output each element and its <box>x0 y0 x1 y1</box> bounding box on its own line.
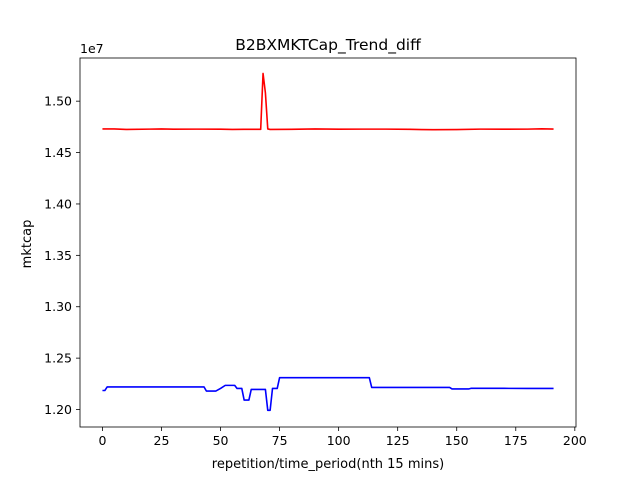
y-axis-label: mktcap <box>20 220 35 269</box>
y-tick-label: 1.40 <box>44 196 72 211</box>
y-tick-label: 1.45 <box>44 145 72 160</box>
y-tick-label: 1.20 <box>44 402 72 417</box>
axes-frame <box>79 57 577 428</box>
y-tick-label: 1.50 <box>44 94 72 109</box>
x-tick-label: 125 <box>386 433 410 448</box>
series-line-1 <box>102 72 554 131</box>
y-offset-label: 1e7 <box>80 41 104 56</box>
series-line-2 <box>102 376 554 412</box>
x-tick-label: 75 <box>272 433 288 448</box>
y-tick-label: 1.25 <box>44 351 72 366</box>
x-tick-label: 0 <box>98 433 106 448</box>
y-tick-label: 1.30 <box>44 299 72 314</box>
x-tick-label: 100 <box>327 433 351 448</box>
x-tick-label: 50 <box>213 433 229 448</box>
plot-area: 0 25 50 75 100 125 150 175 200 1.20 1.25 1.30 1.35 1.… <box>44 57 587 448</box>
x-axis-label: repetition/time_period(nth 15 mins) <box>212 457 444 472</box>
x-tick-label: 200 <box>563 433 587 448</box>
x-tick-label: 25 <box>154 433 170 448</box>
x-tick-label: 150 <box>445 433 469 448</box>
y-tick-label: 1.35 <box>44 248 72 263</box>
x-tick-label: 175 <box>504 433 528 448</box>
chart-title: B2BXMKTCap_Trend_diff <box>235 36 421 55</box>
